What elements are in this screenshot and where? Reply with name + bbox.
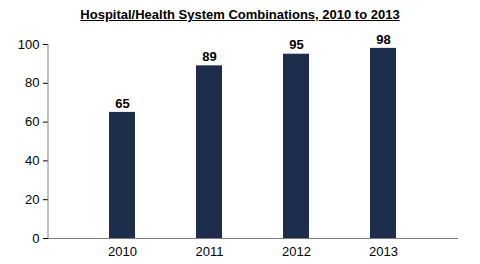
svg-text:89: 89 — [202, 49, 216, 64]
svg-text:40: 40 — [25, 153, 39, 168]
svg-text:2010: 2010 — [108, 244, 137, 259]
svg-text:60: 60 — [25, 114, 39, 129]
svg-text:2013: 2013 — [369, 244, 398, 259]
svg-text:80: 80 — [25, 75, 39, 90]
svg-text:100: 100 — [18, 37, 40, 52]
svg-text:2011: 2011 — [196, 244, 224, 259]
svg-text:0: 0 — [32, 231, 39, 246]
svg-text:20: 20 — [25, 192, 39, 207]
svg-text:95: 95 — [289, 37, 303, 52]
svg-text:65: 65 — [115, 96, 129, 111]
html-text:Hospital/Health System Combina: Hospital/Health System Combinations, 201… — [80, 7, 400, 22]
svg-text:98: 98 — [376, 32, 390, 47]
svg-text:2012: 2012 — [282, 244, 311, 259]
